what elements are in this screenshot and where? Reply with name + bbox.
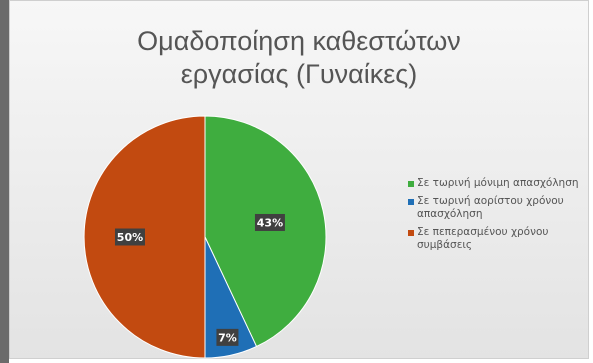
data-label-text-fixed-term: 50% bbox=[117, 231, 143, 244]
data-label-indefinite: 7% bbox=[216, 328, 239, 346]
data-label-bg-permanent bbox=[254, 213, 285, 231]
chart-title: Ομαδοποίηση καθεστώτων εργασίας (Γυναίκε… bbox=[137, 26, 461, 89]
legend-swatch-fixed-term bbox=[408, 230, 414, 236]
legend-item-indefinite: Σε τωρινή αορίστου χρόνου απασχόληση bbox=[408, 195, 586, 221]
data-label-fixed-term: 50% bbox=[114, 228, 145, 246]
data-label-text-indefinite: 7% bbox=[218, 331, 237, 344]
legend-item-permanent: Σε τωρινή μόνιμη απασχόληση bbox=[408, 177, 586, 190]
data-label-bg-indefinite bbox=[216, 328, 239, 346]
legend-label-indefinite: Σε τωρινή αορίστου χρόνου απασχόληση bbox=[417, 195, 564, 220]
data-label-permanent: 43% bbox=[254, 213, 285, 231]
legend: Σε τωρινή μόνιμη απασχόληση Σε τωρινή αο… bbox=[408, 177, 586, 257]
legend-swatch-permanent bbox=[408, 181, 414, 187]
legend-swatch-indefinite bbox=[408, 199, 414, 205]
data-label-text-permanent: 43% bbox=[257, 216, 283, 229]
chart-area: Ομαδοποίηση καθεστώτων εργασίας (Γυναίκε… bbox=[9, 0, 589, 359]
legend-item-fixed-term: Σε πεπερασμένου χρόνου συμβάσεις bbox=[408, 226, 586, 252]
left-border bbox=[0, 0, 9, 363]
legend-label-fixed-term: Σε πεπερασμένου χρόνου συμβάσεις bbox=[417, 226, 549, 251]
pie-slice-permanent bbox=[204, 115, 327, 348]
legend-label-permanent: Σε τωρινή μόνιμη απασχόληση bbox=[417, 177, 579, 189]
pie-chart: 43% 7% 50% bbox=[83, 115, 327, 359]
data-label-bg-fixed-term bbox=[114, 228, 145, 246]
